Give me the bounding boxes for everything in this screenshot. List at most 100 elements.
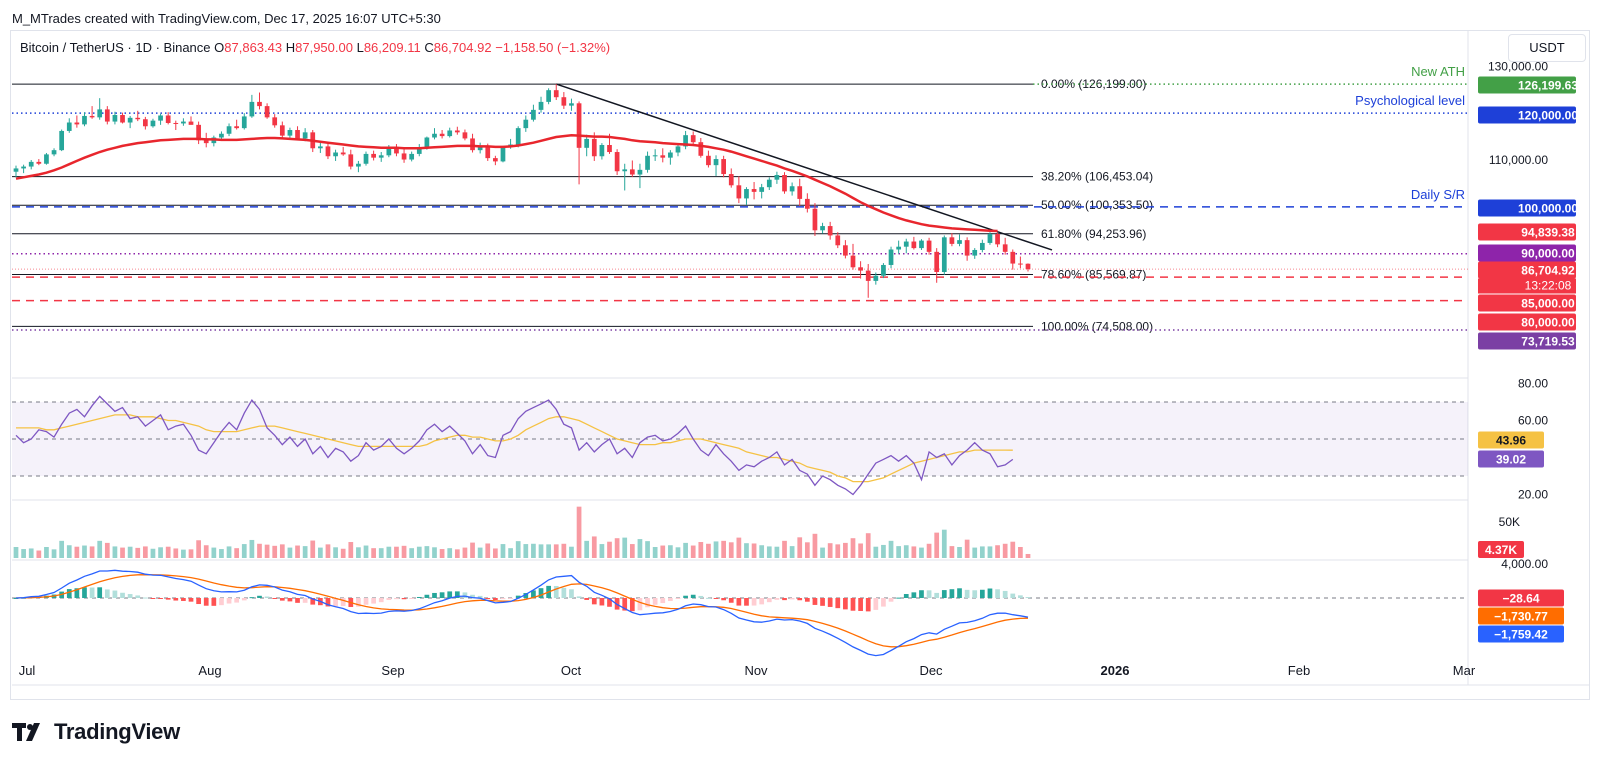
volume-axis-label: 50K — [1499, 515, 1520, 529]
macd-histogram-bar — [356, 598, 361, 607]
candle-body — [44, 154, 49, 164]
candle-body — [896, 246, 902, 250]
volume-tag-bg — [1478, 541, 1524, 558]
volume-bar — [584, 540, 590, 558]
rsi-tag-text: 39.02 — [1496, 453, 1526, 467]
volume-bar — [13, 547, 19, 558]
candle-body — [683, 135, 688, 147]
macd-histogram-bar — [690, 594, 696, 598]
currency-selector-button[interactable]: USDT — [1508, 34, 1586, 62]
volume-bar — [158, 547, 163, 558]
price-tag-text: 126,199.63 — [1518, 79, 1578, 93]
macd-histogram-bar — [698, 595, 704, 598]
candle-body — [782, 174, 787, 192]
candle-body — [104, 109, 110, 122]
candle-body — [432, 133, 437, 138]
macd-histogram-bar — [728, 598, 734, 603]
time-axis-label: 2026 — [1101, 663, 1130, 678]
volume-bar — [903, 545, 909, 558]
candle-body — [797, 186, 803, 199]
volume-bar — [1025, 553, 1031, 558]
rsi-axis-label: 80.00 — [1518, 377, 1548, 391]
fib-level-label: 38.20% (106,453.04) — [1041, 170, 1153, 184]
candle-body — [706, 155, 711, 166]
candle-body — [340, 152, 346, 155]
macd-histogram-bar — [66, 589, 72, 598]
candle-body — [500, 146, 506, 162]
candle-body — [804, 198, 810, 209]
candle-body — [827, 226, 833, 236]
candle-body — [127, 117, 133, 123]
volume-bar — [120, 547, 125, 558]
candle-body — [82, 115, 87, 125]
macd-histogram-bar — [637, 598, 643, 611]
volume-bar — [439, 549, 445, 558]
volume-bar — [599, 544, 605, 558]
price-tag-bg — [1478, 199, 1576, 217]
volume-bar — [219, 549, 224, 558]
volume-bar — [211, 547, 217, 558]
macd-histogram-bar — [462, 592, 468, 598]
price-tag-bg — [1478, 294, 1576, 312]
volume-bar — [706, 543, 711, 558]
candle-body — [523, 119, 529, 129]
candle-body — [378, 155, 384, 158]
tradingview-logo[interactable]: TradingView — [12, 719, 180, 745]
volume-bar — [797, 537, 803, 558]
open-value: 87,863.43 — [224, 40, 283, 55]
macd-histogram-bar — [226, 598, 232, 604]
macd-histogram-bar — [13, 598, 19, 599]
macd-histogram-bar — [744, 598, 749, 606]
candle-body — [36, 161, 42, 164]
volume-bar — [340, 548, 346, 558]
volume-bar — [302, 546, 308, 558]
macd-histogram-bar — [173, 598, 179, 601]
volume-bar — [318, 547, 323, 558]
candle-body — [972, 249, 978, 256]
candle-body — [241, 116, 247, 129]
candle-body — [470, 138, 475, 151]
volume-bar — [888, 540, 894, 558]
macd-histogram-bar — [500, 598, 506, 600]
volume-bar — [66, 545, 72, 558]
volume-bar — [614, 538, 620, 558]
fib-level-label: 50.00% (100,353.50) — [1041, 198, 1153, 212]
macd-histogram-bar — [416, 596, 422, 598]
volume-bar — [531, 543, 536, 558]
candle-body — [363, 153, 369, 164]
volume-bar — [279, 544, 285, 558]
symbol-title[interactable]: Bitcoin / TetherUS · 1D · Binance — [20, 40, 211, 55]
candle-body — [394, 147, 399, 154]
volume-bar — [416, 546, 422, 558]
macd-histogram-bar — [447, 591, 453, 598]
chart-author-header: M_MTrades created with TradingView.com, … — [12, 11, 441, 26]
volume-bar — [607, 541, 612, 558]
macd-histogram-bar — [158, 598, 163, 599]
candle-body — [416, 147, 422, 154]
volume-bar — [257, 543, 262, 558]
candle-body — [584, 138, 590, 148]
candle-body — [59, 130, 65, 151]
macd-histogram-bar — [561, 587, 567, 598]
price-axis-label: 110,000.00 — [1489, 153, 1548, 167]
volume-bar — [721, 540, 726, 558]
volume-bar — [249, 539, 255, 558]
candle-body — [766, 179, 772, 188]
candle-body — [196, 124, 201, 141]
macd-histogram-bar — [340, 598, 346, 607]
price-tag-text: 73,719.53 — [1521, 335, 1575, 349]
time-axis-label: Sep — [381, 663, 404, 678]
macd-histogram-bar — [584, 598, 590, 600]
price-tag-text: 80,000.00 — [1521, 316, 1575, 330]
tradingview-logo-icon — [12, 723, 40, 741]
macd-histogram-bar — [409, 598, 415, 599]
macd-histogram-bar — [477, 595, 483, 598]
macd-histogram-bar — [766, 598, 772, 603]
candle-body — [949, 237, 955, 244]
rsi-tag-bg — [1478, 450, 1544, 468]
volume-bar — [1002, 543, 1008, 558]
macd-histogram-bar — [485, 598, 491, 599]
candle-body — [203, 140, 209, 144]
volume-bar — [470, 542, 475, 558]
